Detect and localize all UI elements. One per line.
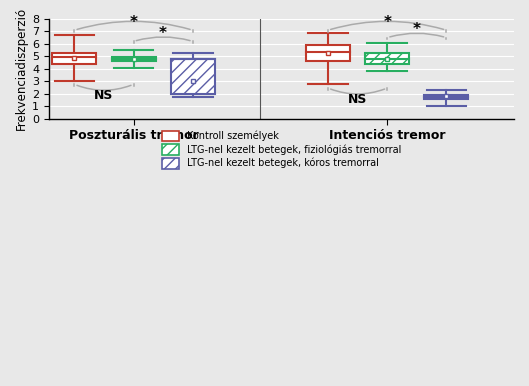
Bar xyxy=(424,95,468,99)
Text: *: * xyxy=(383,15,391,30)
Text: NS: NS xyxy=(94,89,114,102)
Text: *: * xyxy=(159,26,167,41)
Legend: Kontroll személyek, LTG-nel kezelt betegek, fiziológiás tremorral, LTG-nel kezel: Kontroll személyek, LTG-nel kezelt beteg… xyxy=(159,128,404,171)
Y-axis label: Frekvenciadiszperzió: Frekvenciadiszperzió xyxy=(15,7,28,130)
Text: *: * xyxy=(130,15,138,30)
Bar xyxy=(52,53,96,64)
Text: NS: NS xyxy=(348,93,367,106)
Bar xyxy=(306,44,350,61)
Bar xyxy=(112,57,156,61)
Bar xyxy=(171,59,215,94)
Bar xyxy=(365,52,409,64)
Text: *: * xyxy=(413,22,421,37)
